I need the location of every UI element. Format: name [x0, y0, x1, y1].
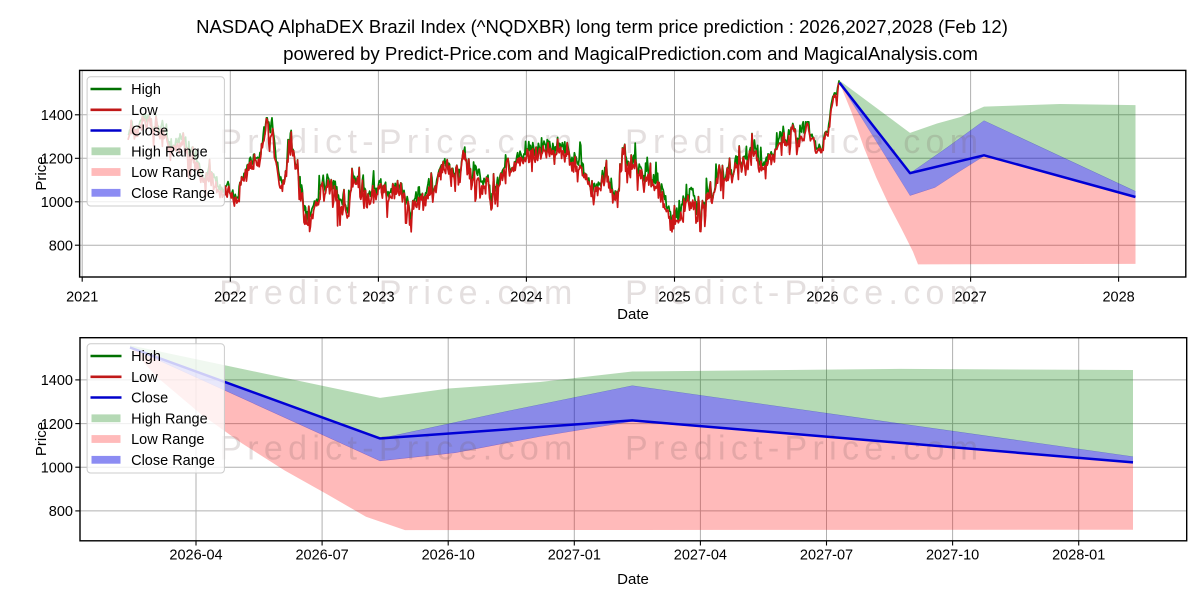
- svg-text:Close: Close: [131, 124, 168, 140]
- svg-text:1000: 1000: [41, 460, 73, 476]
- svg-text:2025: 2025: [658, 290, 690, 306]
- svg-text:2026-10: 2026-10: [422, 548, 475, 564]
- svg-text:Low: Low: [131, 103, 158, 119]
- svg-text:800: 800: [49, 504, 73, 520]
- svg-text:High Range: High Range: [131, 145, 208, 161]
- svg-text:1200: 1200: [41, 152, 73, 168]
- svg-text:Date: Date: [617, 306, 649, 323]
- svg-text:1400: 1400: [41, 108, 73, 124]
- svg-text:Predict-Price.com: Predict-Price.com: [219, 274, 577, 312]
- svg-text:Price: Price: [33, 156, 50, 190]
- svg-text:Low Range: Low Range: [131, 432, 204, 448]
- svg-text:2026-04: 2026-04: [169, 548, 222, 564]
- svg-text:2026: 2026: [806, 290, 838, 306]
- svg-text:Predict-Price.com: Predict-Price.com: [625, 274, 983, 312]
- svg-text:Price: Price: [33, 422, 50, 456]
- svg-text:2026-07: 2026-07: [295, 548, 348, 564]
- svg-text:1200: 1200: [41, 417, 73, 433]
- svg-text:1400: 1400: [41, 373, 73, 389]
- svg-text:2027-10: 2027-10: [926, 548, 979, 564]
- svg-text:Predict-Price.com: Predict-Price.com: [219, 123, 577, 161]
- svg-text:Low: Low: [131, 370, 158, 386]
- svg-text:Low Range: Low Range: [131, 165, 204, 181]
- svg-text:Date: Date: [617, 571, 649, 588]
- svg-text:1000: 1000: [41, 195, 73, 211]
- svg-text:Predict-Price.com: Predict-Price.com: [219, 430, 577, 468]
- svg-text:Close Range: Close Range: [131, 453, 215, 469]
- svg-text:2021: 2021: [66, 290, 98, 306]
- svg-text:2027: 2027: [954, 290, 986, 306]
- svg-text:2022: 2022: [214, 290, 246, 306]
- svg-text:Close Range: Close Range: [131, 186, 215, 202]
- svg-text:NASDAQ AlphaDEX Brazil Index (: NASDAQ AlphaDEX Brazil Index (^NQDXBR) l…: [196, 16, 1008, 37]
- svg-text:Close: Close: [131, 391, 168, 407]
- svg-text:2023: 2023: [362, 290, 394, 306]
- svg-text:2028: 2028: [1102, 290, 1134, 306]
- svg-text:High Range: High Range: [131, 412, 208, 428]
- svg-text:800: 800: [49, 238, 73, 254]
- svg-text:2024: 2024: [510, 290, 542, 306]
- svg-text:2027-04: 2027-04: [674, 548, 727, 564]
- svg-text:2027-07: 2027-07: [800, 548, 853, 564]
- svg-text:2027-01: 2027-01: [548, 548, 601, 564]
- svg-text:High: High: [131, 349, 161, 365]
- svg-text:High: High: [131, 82, 161, 98]
- svg-text:powered by Predict-Price.com a: powered by Predict-Price.com and Magical…: [283, 43, 978, 64]
- svg-text:2028-01: 2028-01: [1052, 548, 1105, 564]
